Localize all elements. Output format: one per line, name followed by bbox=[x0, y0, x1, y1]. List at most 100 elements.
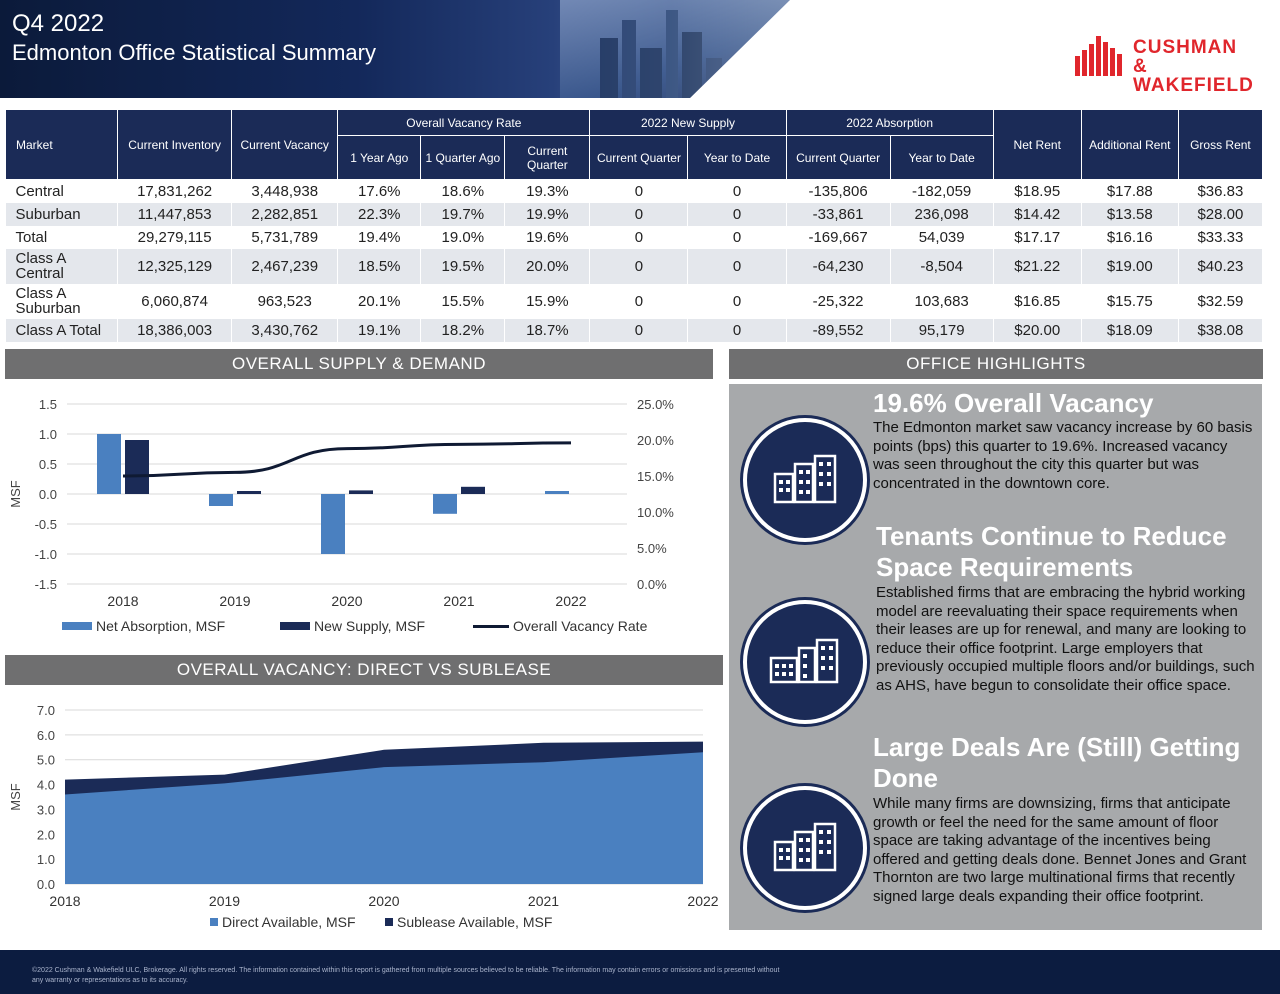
vacancy-rate-line bbox=[122, 441, 572, 478]
cell-sup-q: 0 bbox=[589, 248, 689, 284]
city-skyline-image bbox=[560, 0, 790, 98]
header-net-rent: Net Rent bbox=[992, 109, 1082, 180]
cell-gross: $28.00 bbox=[1178, 202, 1264, 226]
cell-cur: 19.3% bbox=[504, 179, 591, 203]
legend-swatch-direct bbox=[210, 918, 218, 926]
legend-label-new-supply: New Supply, MSF bbox=[314, 618, 425, 634]
footer-disclaimer: ©2022 Cushman & Wakefield ULC, Brokerage… bbox=[32, 967, 780, 984]
cell-add: $15.75 bbox=[1081, 283, 1179, 319]
y2-tick-label: 0.0% bbox=[637, 577, 667, 592]
cell-inventory: 11,447,853 bbox=[117, 202, 233, 226]
y2-tick-label: 5.0% bbox=[637, 541, 667, 556]
cell-sup-ytd: 0 bbox=[687, 202, 787, 226]
direct-sublease-chart: 7.0 6.0 5.0 4.0 3.0 2.0 1.0 0.0 MSF 2018 2019 2020 2… bbox=[5, 696, 725, 910]
cell-abs-q: -169,667 bbox=[786, 225, 891, 249]
x-tick-label: 2018 bbox=[49, 893, 80, 909]
statistics-table: Market Current Inventory Current Vacancy… bbox=[4, 109, 1264, 342]
cell-market: Class A Total bbox=[5, 318, 119, 342]
y-tick-label: 1.0 bbox=[37, 852, 55, 867]
cell-abs-q: -89,552 bbox=[786, 318, 891, 342]
office-buildings-icon bbox=[773, 822, 837, 872]
highlight-3-title: Large Deals Are (Still) Getting Done bbox=[873, 732, 1241, 793]
y-tick-label: 0.0 bbox=[39, 487, 57, 502]
cell-inventory: 29,279,115 bbox=[117, 225, 233, 249]
net-absorption-bar bbox=[433, 494, 457, 514]
section-direct-vs-sublease: OVERALL VACANCY: DIRECT VS SUBLEASE bbox=[5, 655, 723, 685]
net-absorption-bar bbox=[545, 491, 569, 494]
cell-cur: 18.7% bbox=[504, 318, 591, 342]
header-overall-vacancy-rate: Overall Vacancy Rate bbox=[337, 109, 591, 136]
x-tick-label: 2019 bbox=[219, 593, 250, 609]
legend-label-vacancy-rate: Overall Vacancy Rate bbox=[513, 618, 648, 634]
cell-inventory: 17,831,262 bbox=[117, 179, 233, 203]
y2-tick-label: 25.0% bbox=[637, 397, 674, 412]
new-supply-bar bbox=[237, 491, 261, 494]
report-quarter: Q4 2022 bbox=[12, 10, 105, 37]
header-supply-ytd: Year to Date bbox=[687, 135, 787, 180]
y-tick-label: 4.0 bbox=[37, 778, 55, 793]
cell-gross: $32.59 bbox=[1178, 283, 1264, 319]
cell-sup-ytd: 0 bbox=[687, 248, 787, 284]
cell-inventory: 6,060,874 bbox=[117, 283, 233, 319]
header-current-vacancy: Current Vacancy bbox=[231, 109, 339, 180]
cell-sup-ytd: 0 bbox=[687, 283, 787, 319]
new-supply-bar bbox=[125, 440, 149, 494]
section-office-highlights: OFFICE HIGHLIGHTS bbox=[729, 349, 1263, 379]
header-market: Market bbox=[4, 109, 119, 180]
y-axis-label: MSF bbox=[8, 783, 23, 811]
cell-net: $16.85 bbox=[993, 283, 1082, 319]
cell-market: Class A Suburban bbox=[5, 283, 119, 319]
x-tick-label: 2021 bbox=[443, 593, 474, 609]
cell-sup-q: 0 bbox=[589, 318, 689, 342]
cell-yr-ago: 20.1% bbox=[337, 283, 422, 319]
y2-tick-label: 20.0% bbox=[637, 433, 674, 448]
x-tick-label: 2020 bbox=[331, 593, 362, 609]
x-tick-label: 2022 bbox=[687, 893, 718, 909]
cell-gross: $33.33 bbox=[1178, 225, 1264, 249]
cell-cur: 19.9% bbox=[504, 202, 591, 226]
cell-abs-ytd: 95,179 bbox=[890, 318, 994, 342]
logo-line-2: WAKEFIELD bbox=[1133, 75, 1254, 96]
supply-demand-chart: 1.5 1.0 0.5 0.0 -0.5 -1.0 -1.5 25.0% 20.0% 15.0% 1… bbox=[5, 384, 715, 610]
table-row: Central 17,831,262 3,448,938 17.6% 18.6% 19.3… bbox=[5, 179, 1264, 203]
cell-market: Suburban bbox=[5, 202, 119, 226]
cell-vacancy: 3,448,938 bbox=[231, 179, 339, 203]
cell-abs-ytd: 103,683 bbox=[890, 283, 994, 319]
cell-cur: 15.9% bbox=[504, 283, 591, 319]
cell-yr-ago: 18.5% bbox=[337, 248, 422, 284]
cell-abs-ytd: 236,098 bbox=[890, 202, 994, 226]
header-gross-rent: Gross Rent bbox=[1177, 109, 1264, 180]
cell-inventory: 18,386,003 bbox=[117, 318, 233, 342]
direct-available-area bbox=[65, 752, 703, 884]
highlight-3-icon-circle bbox=[743, 786, 867, 910]
direct-sublease-chart-svg: 7.0 6.0 5.0 4.0 3.0 2.0 1.0 0.0 MSF 2018 2019 2020 2… bbox=[8, 703, 719, 909]
x-tick-label: 2022 bbox=[555, 593, 586, 609]
table-row: Total 29,279,115 5,731,789 19.4% 19.0% 19.6% 0… bbox=[5, 225, 1264, 249]
cell-abs-q: -64,230 bbox=[786, 248, 891, 284]
cell-gross: $36.83 bbox=[1178, 179, 1264, 203]
cell-sup-q: 0 bbox=[589, 225, 689, 249]
y-tick-label: 2.0 bbox=[37, 827, 55, 842]
cell-cur: 19.6% bbox=[504, 225, 591, 249]
legend-sublease-available: Sublease Available, MSF bbox=[385, 914, 552, 930]
new-supply-bar bbox=[461, 486, 485, 494]
cell-vacancy: 2,467,239 bbox=[231, 248, 339, 284]
highlight-2-title: Tenants Continue to Reduce Space Require… bbox=[876, 521, 1227, 582]
cell-add: $17.88 bbox=[1081, 179, 1179, 203]
header-absorption: 2022 Absorption bbox=[785, 109, 994, 136]
office-buildings-icon bbox=[769, 638, 839, 684]
footer-bar bbox=[0, 950, 1280, 994]
y-tick-label: 6.0 bbox=[37, 728, 55, 743]
cell-add: $16.16 bbox=[1081, 225, 1179, 249]
x-tick-label: 2020 bbox=[368, 893, 399, 909]
cell-qtr-ago: 19.0% bbox=[420, 225, 506, 249]
cell-abs-ytd: -8,504 bbox=[890, 248, 994, 284]
legend-swatch-vacancy-rate bbox=[473, 624, 509, 628]
cell-net: $21.22 bbox=[993, 248, 1082, 284]
x-tick-label: 2021 bbox=[528, 893, 559, 909]
cell-market: Central bbox=[5, 179, 119, 203]
table-row: Class A Suburban 6,060,874 963,523 20.1% 15.… bbox=[5, 283, 1264, 319]
cell-cur: 20.0% bbox=[504, 248, 591, 284]
highlight-1-title: 19.6% Overall Vacancy bbox=[873, 388, 1154, 418]
header-current-inventory: Current Inventory bbox=[117, 109, 233, 180]
